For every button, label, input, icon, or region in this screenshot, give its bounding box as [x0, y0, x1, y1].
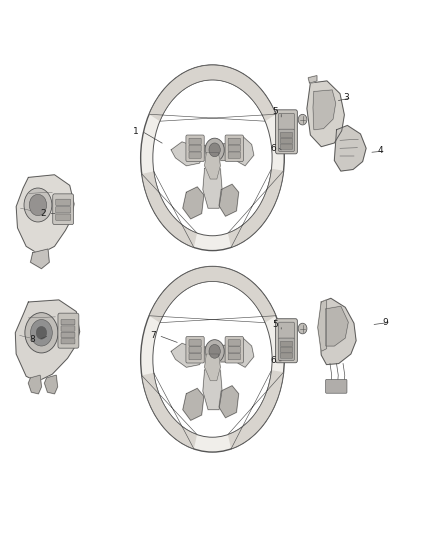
FancyBboxPatch shape — [61, 332, 75, 337]
Text: 3: 3 — [343, 93, 349, 102]
Ellipse shape — [153, 80, 272, 236]
Circle shape — [25, 313, 58, 353]
Polygon shape — [313, 90, 336, 130]
Polygon shape — [334, 125, 366, 171]
Text: 6: 6 — [271, 144, 276, 153]
Circle shape — [205, 138, 224, 161]
FancyBboxPatch shape — [228, 340, 240, 346]
Text: 6: 6 — [271, 357, 276, 366]
FancyBboxPatch shape — [189, 152, 201, 158]
FancyBboxPatch shape — [276, 110, 297, 154]
FancyBboxPatch shape — [279, 129, 294, 151]
FancyBboxPatch shape — [189, 340, 201, 346]
FancyBboxPatch shape — [228, 138, 240, 144]
Polygon shape — [195, 143, 239, 160]
Polygon shape — [142, 373, 197, 449]
FancyBboxPatch shape — [228, 346, 240, 353]
Text: 9: 9 — [382, 318, 388, 327]
Circle shape — [205, 340, 224, 363]
FancyBboxPatch shape — [58, 313, 79, 348]
Text: 5: 5 — [273, 320, 279, 329]
Text: 2: 2 — [40, 209, 46, 218]
Circle shape — [31, 319, 52, 346]
Polygon shape — [307, 81, 344, 147]
Polygon shape — [171, 343, 204, 367]
Polygon shape — [31, 249, 49, 269]
Text: 7: 7 — [150, 331, 156, 340]
Polygon shape — [308, 76, 317, 83]
FancyBboxPatch shape — [280, 347, 293, 352]
FancyBboxPatch shape — [189, 145, 201, 151]
FancyBboxPatch shape — [189, 138, 201, 144]
Circle shape — [298, 114, 307, 125]
Polygon shape — [149, 65, 276, 121]
FancyBboxPatch shape — [61, 326, 75, 331]
Polygon shape — [195, 344, 239, 362]
FancyBboxPatch shape — [228, 353, 240, 360]
FancyBboxPatch shape — [53, 194, 74, 224]
Polygon shape — [318, 300, 326, 351]
FancyBboxPatch shape — [280, 132, 293, 138]
FancyBboxPatch shape — [276, 319, 297, 363]
FancyBboxPatch shape — [279, 338, 294, 360]
FancyBboxPatch shape — [186, 135, 204, 161]
Circle shape — [209, 143, 220, 157]
FancyBboxPatch shape — [225, 135, 244, 161]
Polygon shape — [228, 370, 283, 449]
Circle shape — [24, 188, 52, 222]
Polygon shape — [319, 298, 356, 365]
FancyBboxPatch shape — [61, 319, 75, 325]
FancyBboxPatch shape — [280, 138, 293, 143]
Text: 1: 1 — [134, 127, 139, 136]
Polygon shape — [205, 152, 220, 179]
FancyBboxPatch shape — [186, 336, 204, 363]
Polygon shape — [228, 168, 283, 247]
Ellipse shape — [141, 266, 284, 452]
Polygon shape — [219, 386, 239, 418]
FancyBboxPatch shape — [280, 341, 293, 346]
Circle shape — [209, 344, 220, 358]
Polygon shape — [205, 354, 220, 381]
Text: 5: 5 — [273, 107, 279, 116]
FancyBboxPatch shape — [189, 346, 201, 353]
FancyBboxPatch shape — [56, 199, 71, 206]
Polygon shape — [45, 375, 57, 394]
Polygon shape — [219, 184, 239, 216]
FancyBboxPatch shape — [228, 152, 240, 158]
Polygon shape — [171, 142, 204, 166]
Polygon shape — [228, 338, 254, 367]
Text: 8: 8 — [30, 335, 35, 344]
Ellipse shape — [141, 65, 284, 251]
Circle shape — [29, 195, 47, 216]
FancyBboxPatch shape — [279, 114, 294, 130]
FancyBboxPatch shape — [189, 353, 201, 360]
FancyBboxPatch shape — [279, 322, 294, 339]
FancyBboxPatch shape — [325, 379, 347, 393]
Polygon shape — [183, 187, 204, 219]
FancyBboxPatch shape — [228, 145, 240, 151]
Polygon shape — [203, 370, 222, 410]
Text: 4: 4 — [377, 147, 383, 156]
Polygon shape — [15, 300, 80, 382]
FancyBboxPatch shape — [56, 207, 71, 213]
Polygon shape — [203, 168, 222, 208]
Polygon shape — [183, 389, 204, 420]
FancyBboxPatch shape — [56, 214, 71, 220]
Polygon shape — [149, 266, 276, 322]
FancyBboxPatch shape — [280, 144, 293, 149]
Ellipse shape — [153, 281, 272, 437]
FancyBboxPatch shape — [280, 353, 293, 358]
Circle shape — [36, 326, 47, 339]
Polygon shape — [228, 136, 254, 166]
Polygon shape — [28, 375, 42, 394]
FancyBboxPatch shape — [225, 336, 244, 363]
FancyBboxPatch shape — [61, 338, 75, 344]
Polygon shape — [325, 306, 348, 346]
Circle shape — [298, 323, 307, 334]
Polygon shape — [16, 175, 74, 254]
Polygon shape — [142, 171, 197, 247]
